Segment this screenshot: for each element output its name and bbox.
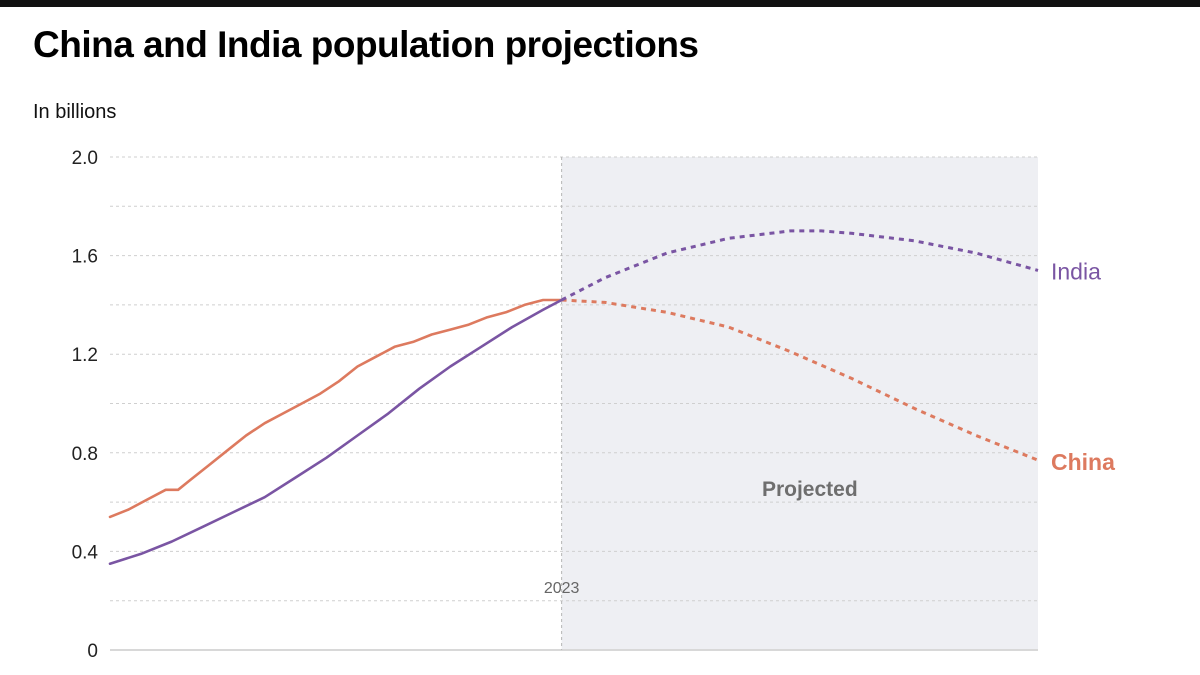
india-series-label: India [1051,258,1101,284]
y-tick-label: 1.2 [72,345,98,366]
y-axis-unit-label: In billions [33,101,117,123]
projected-label: Projected [762,478,858,501]
y-tick-label: 0 [87,641,98,662]
china-projected-line [561,298,1039,462]
india-projected-line [560,229,1039,302]
divider-year-label: 2023 [544,580,580,597]
chart-title: China and India population projections [33,24,699,65]
y-tick-label: 2.0 [72,148,98,169]
y-tick-label: 1.6 [72,247,98,268]
y-tick-label: 0.4 [72,542,99,563]
india-historical-line [108,298,563,565]
china-historical-line [108,298,563,519]
top-rule [0,0,1200,7]
china-series-label: China [1051,449,1115,475]
y-tick-label: 0.8 [72,444,98,465]
